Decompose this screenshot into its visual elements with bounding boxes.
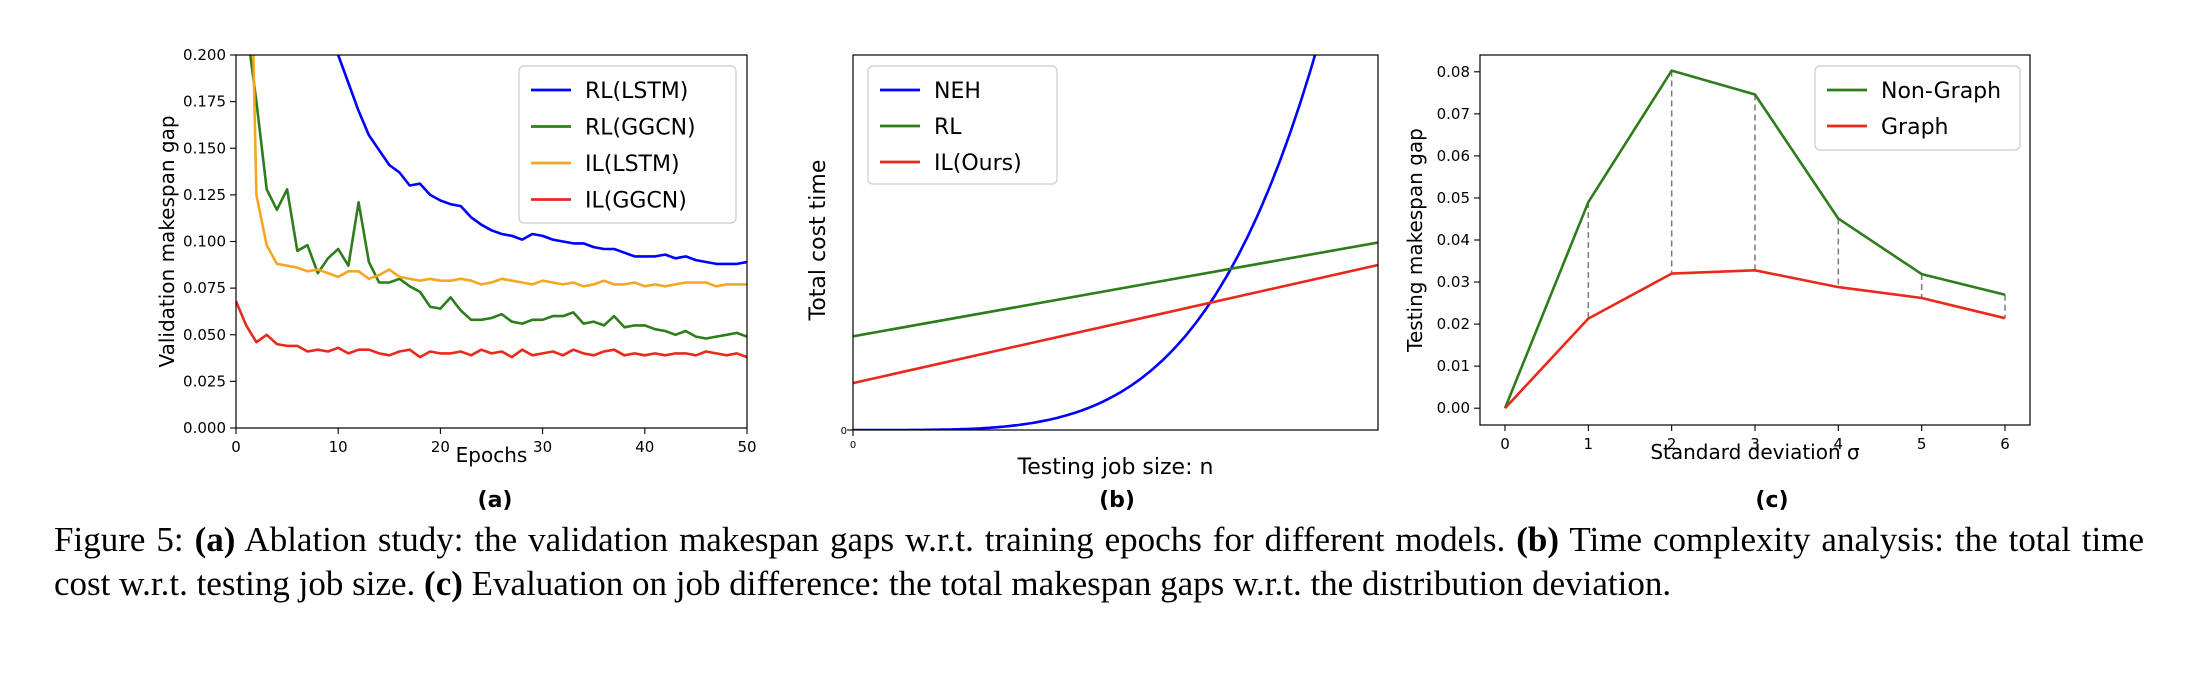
caption-b-text: Time complexity analysis: the total time… <box>54 520 2145 603</box>
x-tick-label: 50 <box>737 438 756 456</box>
legend-label: IL(GGCN) <box>585 189 687 214</box>
y-tick-label: 0.025 <box>183 372 226 390</box>
series-line-rl <box>853 241 1378 338</box>
y-tick-label: 0.00 <box>1437 399 1470 417</box>
y-tick-label: 0.02 <box>1437 315 1470 333</box>
x-tick-label: 0 <box>1500 435 1510 453</box>
caption-c-text: Evaluation on job difference: the total … <box>471 564 1672 603</box>
legend-label: RL(LSTM) <box>585 79 688 104</box>
chart-panel-b: 00 Testing job size: n Total cost time NEH R… <box>806 54 1379 510</box>
figure-caption: Figure 5: (a) Ablation study: the valida… <box>54 518 2144 606</box>
panel-label: (a) <box>478 488 513 510</box>
y-tick-label: 0.050 <box>183 326 226 344</box>
y-tick-label: 0.200 <box>183 46 226 64</box>
legend: RL(LSTM) RL(GGCN) IL(LSTM) IL(GGCN) <box>518 65 737 224</box>
x-tick-label: 1 <box>1584 435 1594 453</box>
x-tick-label: 20 <box>431 438 450 456</box>
y-tick-label: 0.150 <box>183 139 226 157</box>
figure-5: 0 10 20 30 40 500.0000.0250.0500.0750.1000.12… <box>155 46 2031 510</box>
legend-label: RL <box>934 115 962 140</box>
x-tick-label: 4 <box>1834 435 1844 453</box>
series-line-rl-lstm- <box>336 55 747 266</box>
x-tick-label: 0 <box>850 440 856 451</box>
legend-box <box>518 65 737 224</box>
legend-label: RL(GGCN) <box>585 116 696 141</box>
y-tick-label: 0.04 <box>1437 231 1470 249</box>
y-tick-label: 0.100 <box>183 233 226 251</box>
caption-c-label: (c) <box>424 564 463 603</box>
series-line-non-graph <box>1503 69 2006 409</box>
y-axis-label: Validation makespan gap <box>155 115 179 367</box>
series-line-rl-ggcn- <box>249 55 747 340</box>
y-tick-label: 0.08 <box>1437 63 1470 81</box>
x-tick-label: 30 <box>533 438 552 456</box>
x-tick-label: 5 <box>1917 435 1927 453</box>
legend-label: Non-Graph <box>1881 79 2001 104</box>
legend: Non-Graph Graph <box>1814 65 2021 151</box>
chart-panel-a: 0 10 20 30 40 50 0.000 0.025 0.050 0.075 0.100 0.12… <box>155 46 757 510</box>
series-line-graph <box>1504 268 2006 410</box>
x-tick-label: 10 <box>329 438 348 456</box>
chart-panel-c: 0 1 2 3 4 5 6 0.00 0.01 0.02 0.03 0.04 0.05 0.06 0.07 0… <box>1403 54 2031 510</box>
x-axis-label: Testing job size: n <box>1017 455 1214 480</box>
y-tick-label: 0.175 <box>183 93 226 111</box>
y-axis-label: Total cost time <box>806 160 831 322</box>
series-line-il-ggcn- <box>236 300 747 359</box>
x-axis-label: Epochs <box>456 443 528 467</box>
x-tick-label: 6 <box>2000 435 2010 453</box>
y-tick-label: 0.01 <box>1437 357 1470 375</box>
y-tick-label: 0.06 <box>1437 147 1470 165</box>
legend-label: NEH <box>934 79 981 104</box>
y-tick-label: 0.075 <box>183 279 226 297</box>
caption-figure-label: Figure 5: <box>54 520 184 559</box>
x-axis-label: Standard deviation σ <box>1650 440 1860 464</box>
panel-label: (c) <box>1755 488 1788 510</box>
legend: NEH RL IL(Ours) <box>867 65 1058 185</box>
series-line-il-lstm- <box>252 55 747 288</box>
caption-a-label: (a) <box>194 520 236 559</box>
x-tick-label: 3 <box>1750 435 1760 453</box>
x-tick-label: 2 <box>1667 435 1677 453</box>
y-tick-label: 0.000 <box>183 419 226 437</box>
caption-a-text: Ablation study: the validation makespan … <box>244 520 1506 559</box>
panel-label: (b) <box>1099 488 1135 510</box>
legend-label: IL(Ours) <box>934 151 1022 176</box>
legend-box <box>867 65 1058 185</box>
x-tick-label: 40 <box>635 438 654 456</box>
y-tick-label: 0.125 <box>183 186 226 204</box>
legend-box <box>1814 65 2021 151</box>
axes-frame <box>852 54 1379 431</box>
legend-label: IL(LSTM) <box>585 152 680 177</box>
y-tick-label: 0.05 <box>1437 189 1470 207</box>
y-tick-label: 0 <box>841 426 847 437</box>
y-tick-label: 0.03 <box>1437 273 1470 291</box>
caption-b-label: (b) <box>1516 520 1560 559</box>
x-tick-label: 0 <box>231 438 241 456</box>
y-tick-label: 0.07 <box>1437 105 1470 123</box>
series-line-il-ours- <box>853 263 1378 385</box>
legend-label: Graph <box>1881 115 1948 140</box>
y-axis-label: Testing makespan gap <box>1403 128 1427 353</box>
